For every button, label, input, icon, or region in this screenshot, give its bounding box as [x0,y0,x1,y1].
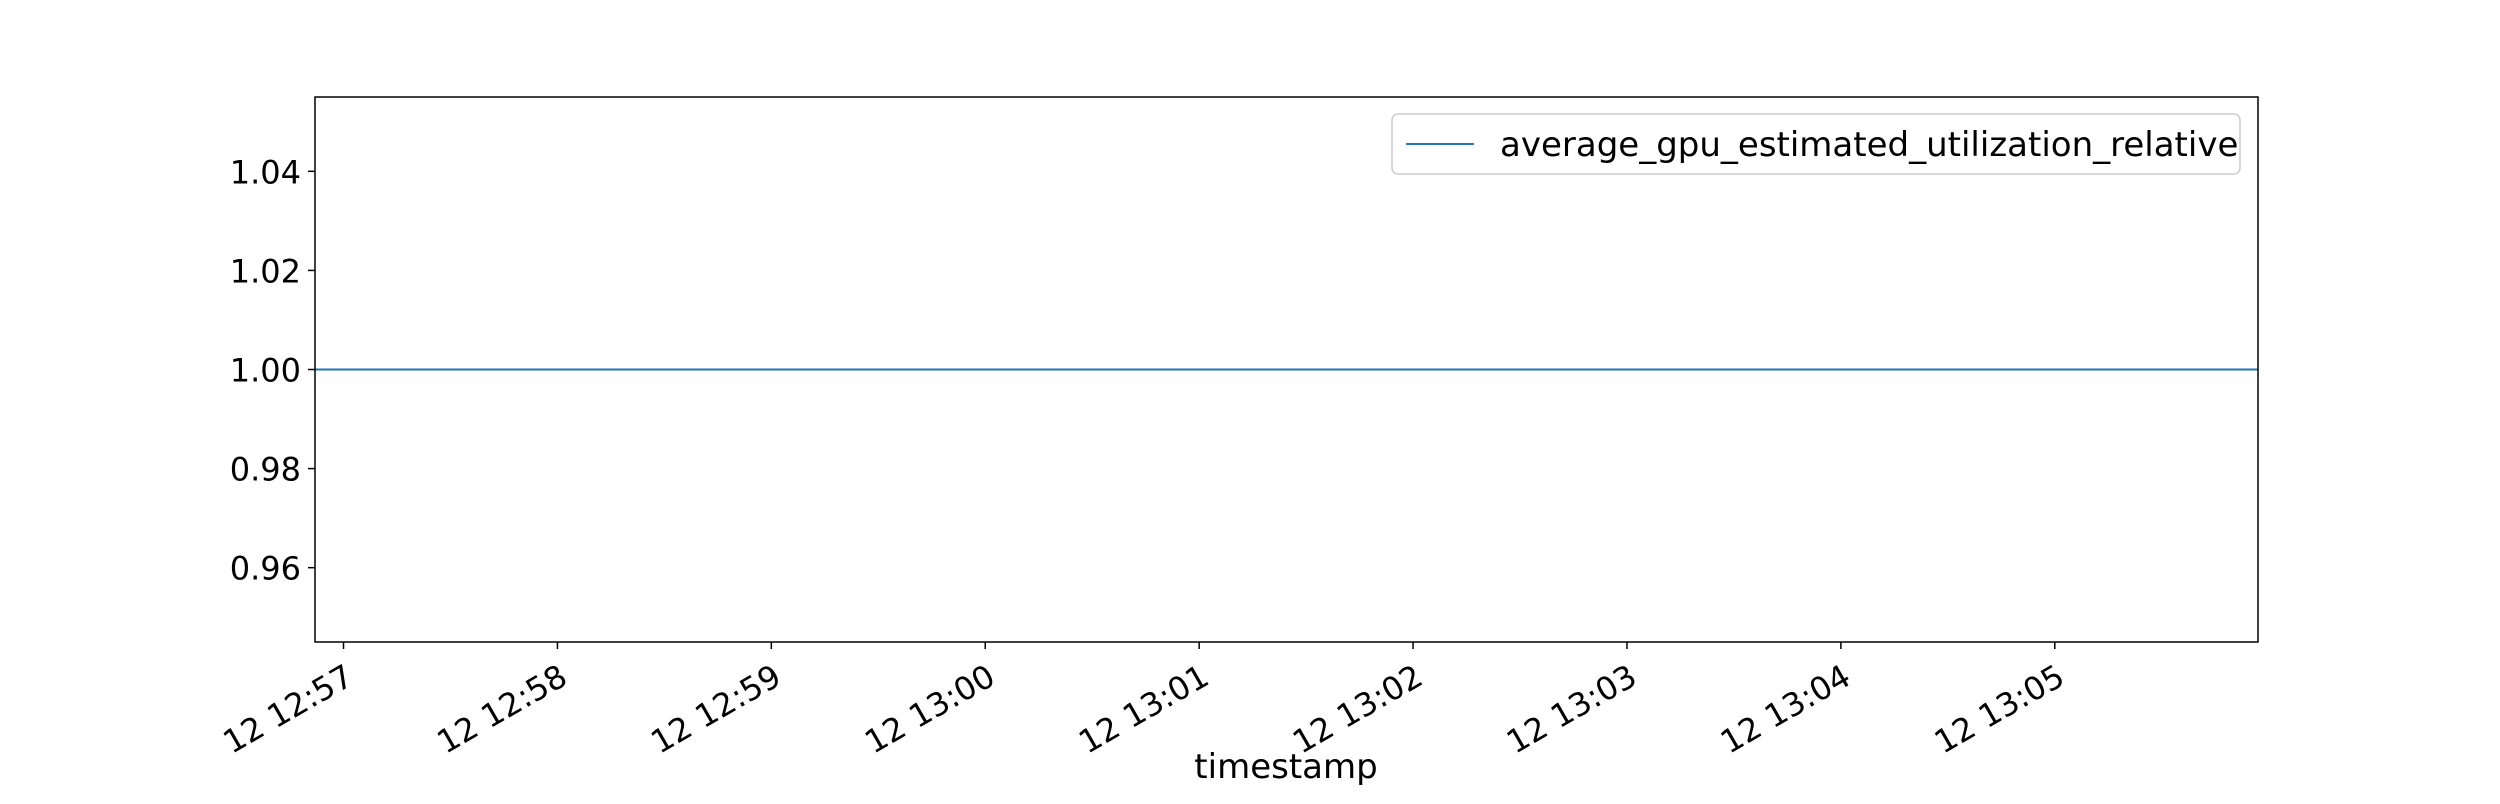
x-tick-label: 12 13:05 [1928,657,2071,761]
x-tick-label: 12 13:00 [858,657,1001,761]
y-tick-label: 0.98 [230,451,301,489]
y-tick-label: 1.00 [230,352,301,390]
x-tick-label: 12 13:02 [1286,657,1429,761]
legend-box [1391,113,2241,175]
x-tick-label: 12 12:57 [217,657,360,761]
y-tick-label: 1.04 [230,153,301,191]
legend: average_gpu_estimated_utilization_relati… [1391,113,2241,175]
x-tick-label: 12 13:01 [1072,657,1215,761]
x-axis-label: timestamp [1194,747,1377,787]
y-axis: 0.96 0.98 1.00 1.02 1.04 [230,153,315,588]
x-tick-label: 12 12:59 [644,657,787,761]
x-tick-label: 12 13:04 [1714,657,1857,761]
x-tick-label: 12 12:58 [430,657,573,761]
y-tick-label: 0.96 [230,550,301,588]
plot-area-frame [314,96,2259,643]
y-tick-label: 1.02 [230,252,301,290]
x-axis: 12 12:57 12 12:58 12 12:59 12 13:00 12 13:01… [217,642,2071,761]
x-tick-label: 12 13:03 [1500,657,1643,761]
legend-label: average_gpu_estimated_utilization_relati… [1500,125,2238,165]
